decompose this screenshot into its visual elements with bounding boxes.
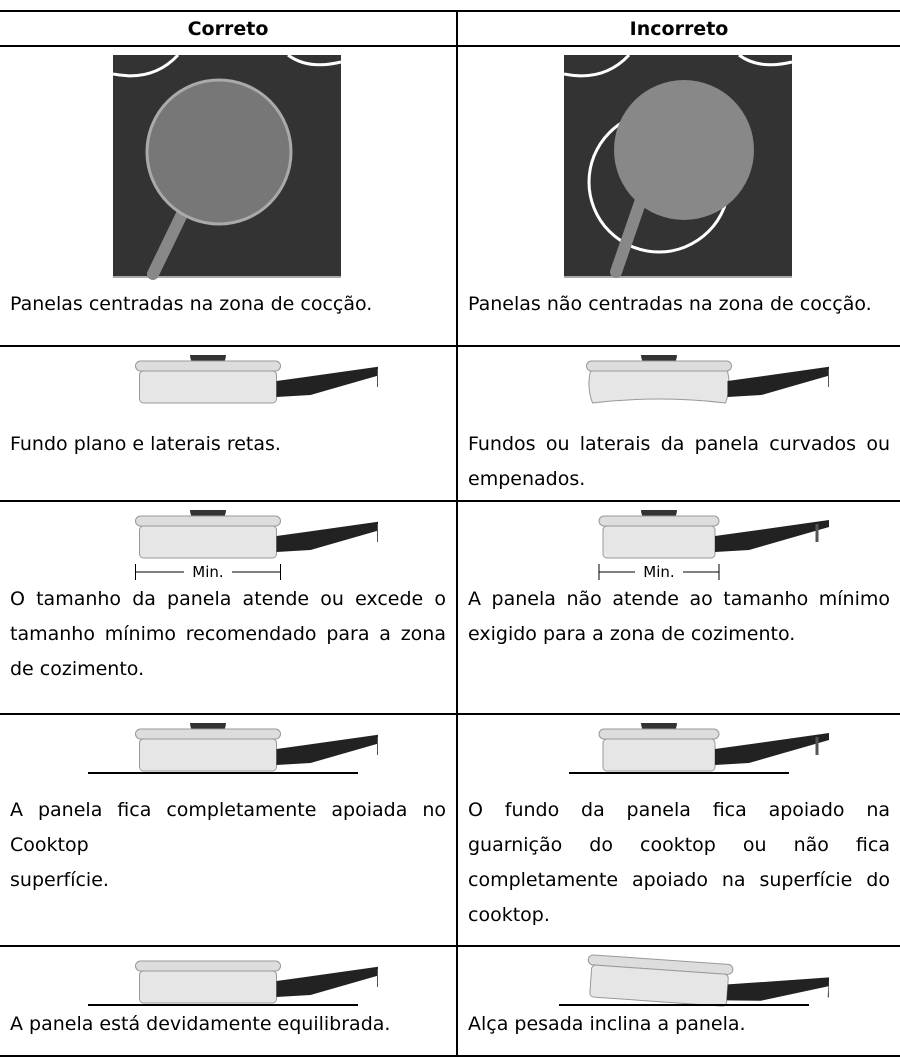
pan-handle bbox=[276, 366, 378, 397]
table-row: Min. O tamanho da panela atende ou excede… bbox=[0, 501, 900, 715]
pan-lid bbox=[598, 728, 720, 740]
table-row: A panela fica completamente apoiada no C… bbox=[0, 714, 900, 947]
pan-lid bbox=[135, 728, 281, 740]
illustration bbox=[113, 53, 342, 280]
pan bbox=[135, 510, 378, 559]
pan-top bbox=[614, 80, 754, 220]
min-label-bg bbox=[184, 564, 232, 580]
pan bbox=[586, 355, 829, 404]
illustration bbox=[586, 355, 829, 404]
figure bbox=[10, 947, 446, 1007]
header-cell: Incorreto bbox=[457, 10, 900, 47]
cell-text: O fundo da panela fica apoiado na guarni… bbox=[468, 799, 890, 926]
cell-text: A panela está devidamente equilibrada. bbox=[10, 1013, 391, 1035]
pan-top bbox=[145, 78, 293, 226]
pan bbox=[135, 355, 378, 404]
figure bbox=[468, 347, 890, 427]
pan-handle bbox=[715, 520, 829, 552]
figure: Min. bbox=[468, 502, 890, 582]
cell-text: A panela fica completamente apoiada no C… bbox=[10, 799, 446, 891]
table-cell: A panela fica completamente apoiada no C… bbox=[0, 714, 458, 947]
header-row: Correto Incorreto bbox=[0, 10, 900, 47]
table-cell: Panelas centradas na zona de cocção. bbox=[0, 46, 458, 347]
pan bbox=[587, 954, 829, 1007]
illustration: Min. bbox=[598, 510, 829, 581]
cell-text: Alça pesada inclina a panela. bbox=[468, 1013, 746, 1035]
min-label: Min. bbox=[192, 563, 223, 581]
figure bbox=[10, 715, 446, 793]
table-cell: Min. O tamanho da panela atende ou excede… bbox=[0, 501, 458, 715]
pan-lid bbox=[135, 360, 281, 372]
zone-ring bbox=[564, 53, 793, 78]
cell-text: Fundo plano e laterais retas. bbox=[10, 433, 281, 455]
pan-handle bbox=[276, 734, 378, 765]
pan-body bbox=[139, 525, 277, 559]
illustration: Min. bbox=[135, 510, 378, 581]
pan-lid bbox=[135, 960, 281, 972]
illustration bbox=[135, 355, 378, 404]
table-cell: Min. A panela não atende ao tamanho mínim… bbox=[457, 501, 900, 715]
pan-handle bbox=[276, 966, 378, 997]
table-cell: Fundos ou laterais da panela curvados ou… bbox=[457, 346, 900, 502]
table-row: Panelas centradas na zona de cocção. Pane… bbox=[0, 46, 900, 347]
figure bbox=[10, 347, 446, 427]
cell-text: Fundos ou laterais da panela curvados ou… bbox=[468, 433, 890, 490]
pan-lid bbox=[135, 515, 281, 527]
table-cell: Panelas não centradas na zona de cocção. bbox=[457, 46, 900, 347]
pan-body bbox=[602, 738, 716, 772]
pan-handle bbox=[726, 976, 829, 1001]
min-label-bg bbox=[635, 564, 683, 580]
cell-text: Panelas centradas na zona de cocção. bbox=[10, 293, 373, 315]
zone-ring bbox=[113, 53, 342, 78]
pan-handle bbox=[147, 206, 189, 280]
figure bbox=[468, 715, 890, 793]
table-cell: Fundo plano e laterais retas. bbox=[0, 346, 458, 502]
figure: Min. bbox=[10, 502, 446, 582]
pan-body bbox=[139, 370, 277, 404]
table-row: Fundo plano e laterais retas. Fundos ou l… bbox=[0, 346, 900, 502]
pan-body bbox=[588, 370, 730, 404]
pan-lid bbox=[598, 515, 720, 527]
illustration bbox=[569, 723, 829, 774]
cell-text: A panela não atende ao tamanho mínimo ex… bbox=[468, 588, 890, 645]
pan-body bbox=[139, 970, 277, 1004]
pan-handle bbox=[715, 733, 829, 765]
cell-text: O tamanho da panela atende ou excede o t… bbox=[10, 588, 446, 680]
pan-body bbox=[139, 738, 277, 772]
pan bbox=[598, 510, 829, 559]
pan bbox=[135, 723, 378, 772]
figure bbox=[468, 947, 890, 1007]
pan bbox=[598, 723, 829, 772]
illustration bbox=[88, 723, 378, 774]
cell-text: Panelas não centradas na zona de cocção. bbox=[468, 293, 872, 315]
pan-handle bbox=[610, 191, 648, 278]
pan bbox=[135, 960, 378, 1004]
illustration bbox=[564, 53, 793, 278]
pan-handle bbox=[727, 366, 829, 397]
figure bbox=[468, 47, 890, 287]
table-row: A panela está devidamente equilibrada. Al… bbox=[0, 946, 900, 1057]
illustration bbox=[559, 954, 829, 1007]
table-cell: O fundo da panela fica apoiado na guarni… bbox=[457, 714, 900, 947]
illustration bbox=[88, 960, 378, 1006]
header-cell: Correto bbox=[0, 10, 458, 47]
pan-table: Correto Incorreto Panelas centradas na z… bbox=[0, 10, 900, 1057]
pan-lid bbox=[586, 360, 732, 372]
figure bbox=[10, 47, 446, 287]
table-cell: Alça pesada inclina a panela. bbox=[457, 946, 900, 1057]
table-cell: A panela está devidamente equilibrada. bbox=[0, 946, 458, 1057]
pan-body bbox=[602, 525, 716, 559]
pan-body bbox=[589, 964, 729, 1007]
pan-handle bbox=[276, 521, 378, 552]
min-label: Min. bbox=[643, 563, 674, 581]
